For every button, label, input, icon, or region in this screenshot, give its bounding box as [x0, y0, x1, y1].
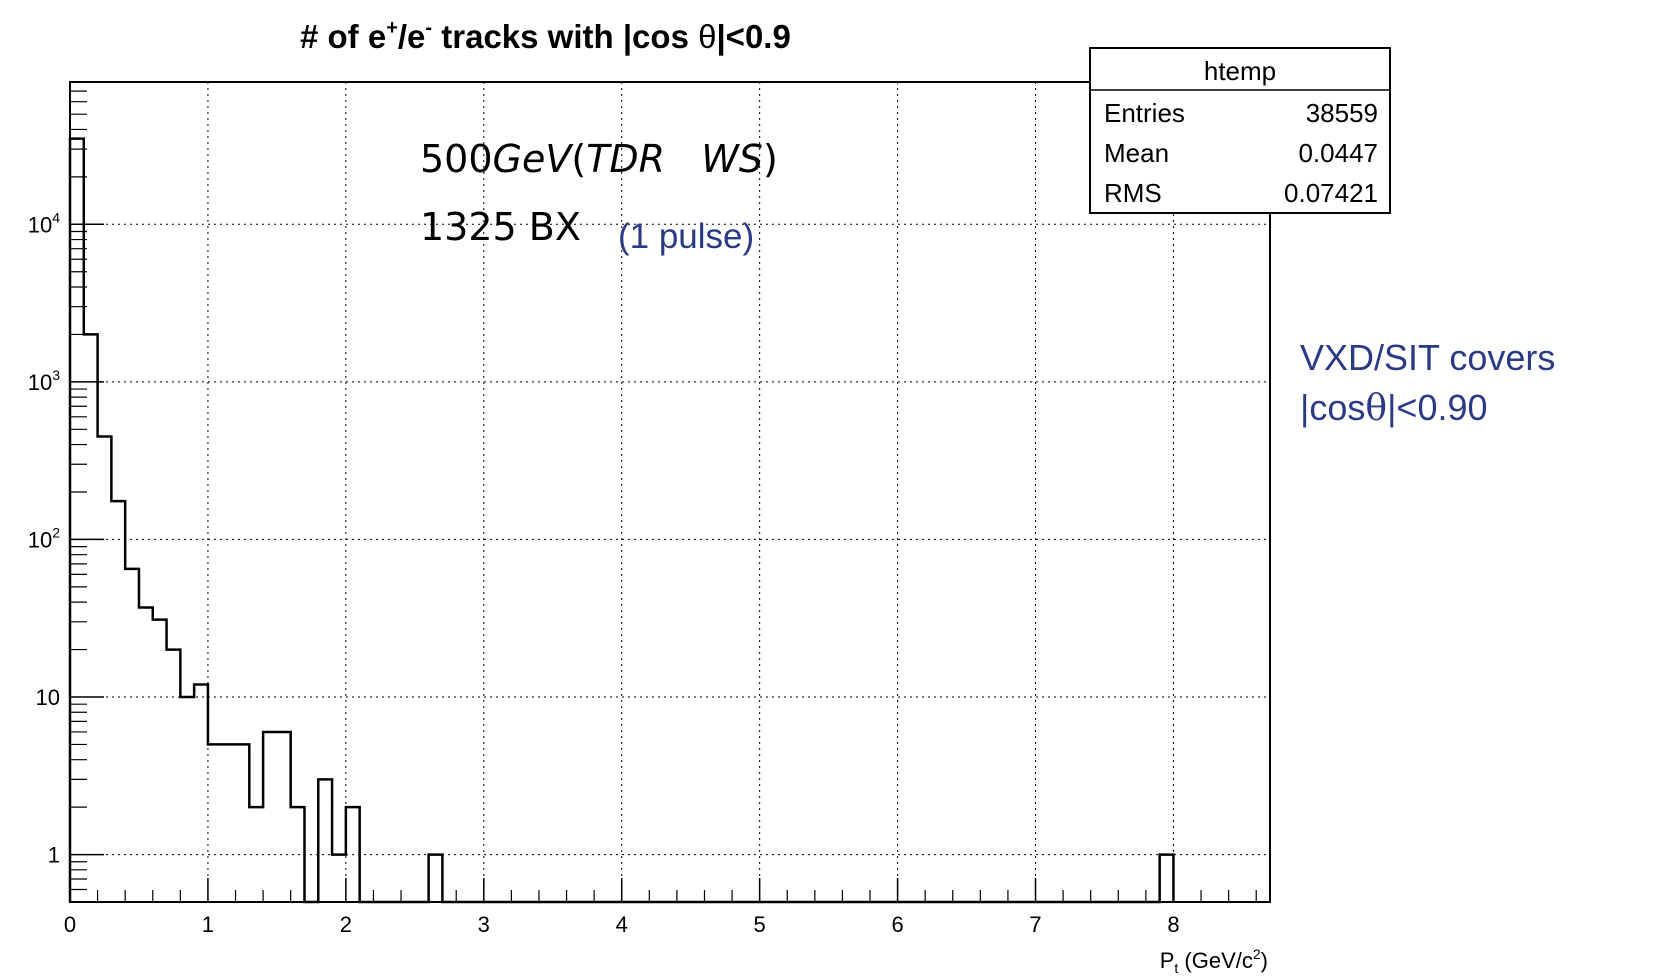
bx-annotation: 1325 BX: [420, 205, 581, 249]
stats-entries-label: Entries: [1104, 98, 1185, 128]
stats-box-title: htemp: [1204, 56, 1276, 86]
y-tick-label: 1: [48, 843, 60, 868]
x-tick-label: 6: [891, 912, 903, 937]
y-tick-label: 102: [28, 524, 60, 552]
x-tick-label: 8: [1167, 912, 1179, 937]
x-axis-label: Pt (GeV/c2): [1160, 946, 1268, 976]
x-tick-label: 4: [616, 912, 628, 937]
plot-frame: [69, 81, 1271, 903]
stats-rms-value: 0.07421: [1284, 178, 1378, 208]
x-tick-label: 3: [478, 912, 490, 937]
stats-box: htemp Entries 38559 Mean 0.0447 RMS 0.07…: [1089, 47, 1391, 214]
coverage-note-line2: |cosθ|<0.90: [1300, 387, 1488, 429]
x-tick-label: 7: [1029, 912, 1041, 937]
energy-annotation: 500GeV(TDR WS): [420, 137, 778, 181]
stats-mean-value: 0.0447: [1298, 138, 1378, 168]
x-tick-label: 5: [754, 912, 766, 937]
x-tick-label: 1: [202, 912, 214, 937]
x-tick-label: 2: [340, 912, 352, 937]
stats-entries-value: 38559: [1306, 98, 1378, 128]
coverage-note-line1: VXD/SIT covers: [1300, 337, 1555, 378]
stats-rms-label: RMS: [1104, 178, 1162, 208]
y-tick-label: 104: [28, 209, 60, 237]
y-tick-labels: 1 10 102 103 104: [28, 209, 60, 867]
grid-lines: [70, 82, 1270, 902]
axis-ticks: [69, 81, 1257, 903]
y-tick-label: 103: [28, 367, 60, 395]
stats-mean-label: Mean: [1104, 138, 1169, 168]
y-tick-label: 10: [36, 685, 60, 710]
chart-title: # of e+/e- tracks with |cos θ|<0.9: [300, 17, 791, 55]
pulse-annotation: (1 pulse): [618, 217, 754, 256]
x-tick-labels: 0 1 2 3 4 5 6 7 8: [64, 912, 1180, 937]
x-tick-label: 0: [64, 912, 76, 937]
